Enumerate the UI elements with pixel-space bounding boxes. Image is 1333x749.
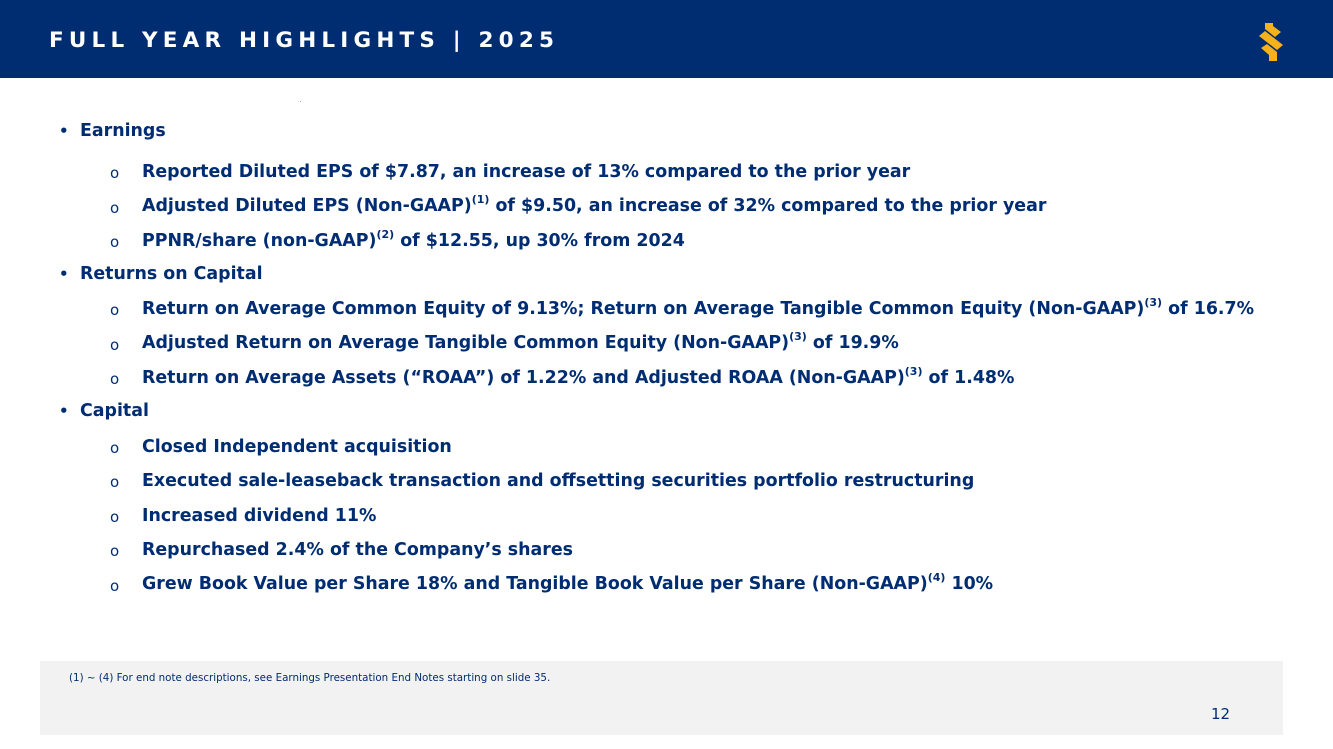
list-item: Adjusted Return on Average Tangible Comm… bbox=[142, 330, 899, 354]
list-item: Return on Average Common Equity of 9.13%… bbox=[142, 296, 1255, 320]
bullet-icon: • bbox=[59, 402, 69, 420]
sub-bullet-icon: o bbox=[110, 508, 120, 526]
sub-bullet-icon: o bbox=[110, 233, 120, 251]
footer-panel bbox=[40, 661, 1283, 735]
sub-bullet-icon: o bbox=[110, 199, 120, 217]
page-title: FULL YEAR HIGHLIGHTS | 2025 bbox=[49, 28, 560, 53]
section-heading-capital: Capital bbox=[80, 401, 149, 421]
sub-bullet-icon: o bbox=[110, 542, 120, 560]
section-heading-earnings: Earnings bbox=[80, 121, 166, 141]
list-item-text: PPNR/share (non-GAAP) bbox=[142, 231, 377, 251]
sub-bullet-icon: o bbox=[110, 370, 120, 388]
footnote-ref: (3) bbox=[1144, 296, 1163, 310]
list-item-text: Executed sale-leaseback transaction and … bbox=[142, 471, 975, 491]
footnote-ref: (4) bbox=[927, 571, 946, 585]
list-item: Repurchased 2.4% of the Company’s shares bbox=[142, 539, 573, 561]
page-number: 12 bbox=[1211, 705, 1231, 723]
footnote-ref: (3) bbox=[789, 330, 807, 344]
header-bar: FULL YEAR HIGHLIGHTS | 2025 bbox=[0, 0, 1333, 78]
section-heading-returns: Returns on Capital bbox=[80, 264, 263, 284]
list-item: Closed Independent acquisition bbox=[142, 436, 452, 458]
list-item-text: of 16.7% bbox=[1162, 299, 1255, 319]
list-item-text: Adjusted Diluted EPS (Non-GAAP) bbox=[142, 196, 472, 216]
list-item-text: of 1.48% bbox=[922, 368, 1015, 388]
list-item-text: Grew Book Value per Share 18% and Tangib… bbox=[142, 574, 928, 594]
list-item-text: Closed Independent acquisition bbox=[142, 437, 452, 457]
footnote-text: (1) ~ (4) For end note descriptions, see… bbox=[69, 672, 551, 684]
brand-s-logo-icon bbox=[1259, 23, 1283, 61]
list-item-text: Adjusted Return on Average Tangible Comm… bbox=[142, 333, 790, 353]
sub-bullet-icon: o bbox=[110, 301, 120, 319]
list-item-text: Repurchased 2.4% of the Company’s shares bbox=[142, 540, 573, 560]
list-item-text: Return on Average Common Equity of 9.13%… bbox=[142, 299, 1145, 319]
list-item: Executed sale-leaseback transaction and … bbox=[142, 470, 974, 492]
decorative-dot bbox=[300, 101, 301, 102]
footnote-ref: (3) bbox=[904, 365, 923, 379]
sub-bullet-icon: o bbox=[110, 439, 120, 457]
list-item: Adjusted Diluted EPS (Non-GAAP)(1) of $9… bbox=[142, 193, 1047, 217]
list-item: Increased dividend 11% bbox=[142, 505, 376, 527]
list-item-text: of $9.50, an increase of 32% compared to… bbox=[489, 196, 1047, 216]
bullet-icon: • bbox=[59, 122, 69, 140]
sub-bullet-icon: o bbox=[110, 577, 120, 595]
list-item-text: Increased dividend 11% bbox=[142, 506, 377, 526]
list-item: Return on Average Assets (“ROAA”) of 1.2… bbox=[142, 365, 1015, 389]
footnote-ref: (1) bbox=[471, 193, 490, 207]
sub-bullet-icon: o bbox=[110, 164, 120, 182]
bullet-icon: • bbox=[59, 265, 69, 283]
list-item-text: of $12.55, up 30% from 2024 bbox=[394, 231, 685, 251]
list-item: Grew Book Value per Share 18% and Tangib… bbox=[142, 571, 994, 595]
list-item: Reported Diluted EPS of $7.87, an increa… bbox=[142, 161, 910, 183]
sub-bullet-icon: o bbox=[110, 336, 120, 354]
list-item-text: Reported Diluted EPS of $7.87, an increa… bbox=[142, 162, 911, 182]
list-item-text: 10% bbox=[945, 574, 994, 594]
list-item-text: Return on Average Assets (“ROAA”) of 1.2… bbox=[142, 368, 905, 388]
list-item: PPNR/share (non-GAAP)(2) of $12.55, up 3… bbox=[142, 228, 685, 252]
sub-bullet-icon: o bbox=[110, 473, 120, 491]
list-item-text: of 19.9% bbox=[806, 333, 899, 353]
footnote-ref: (2) bbox=[376, 228, 395, 242]
